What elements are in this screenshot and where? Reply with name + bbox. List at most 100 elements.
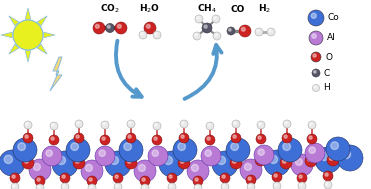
Circle shape bbox=[24, 159, 28, 163]
Circle shape bbox=[151, 153, 163, 165]
Circle shape bbox=[46, 150, 52, 156]
Circle shape bbox=[308, 10, 324, 26]
Circle shape bbox=[23, 133, 33, 143]
Circle shape bbox=[169, 175, 172, 178]
Circle shape bbox=[139, 31, 147, 39]
Circle shape bbox=[284, 135, 287, 138]
Circle shape bbox=[255, 28, 263, 36]
Circle shape bbox=[24, 121, 32, 129]
Circle shape bbox=[320, 152, 328, 160]
Circle shape bbox=[226, 138, 250, 162]
Text: CO: CO bbox=[231, 5, 245, 13]
Circle shape bbox=[152, 135, 162, 145]
Circle shape bbox=[227, 27, 235, 35]
Circle shape bbox=[207, 137, 210, 140]
Circle shape bbox=[102, 137, 105, 140]
Circle shape bbox=[323, 171, 333, 181]
Circle shape bbox=[180, 159, 184, 163]
Circle shape bbox=[95, 24, 99, 28]
Circle shape bbox=[26, 123, 28, 125]
Circle shape bbox=[295, 158, 302, 165]
Circle shape bbox=[62, 175, 65, 178]
Circle shape bbox=[153, 155, 157, 159]
Polygon shape bbox=[25, 8, 31, 19]
Circle shape bbox=[178, 143, 186, 150]
Circle shape bbox=[231, 133, 241, 143]
Circle shape bbox=[213, 32, 221, 40]
Circle shape bbox=[273, 182, 281, 189]
Circle shape bbox=[142, 178, 145, 181]
Circle shape bbox=[298, 182, 306, 189]
Circle shape bbox=[194, 184, 202, 189]
Circle shape bbox=[307, 134, 317, 144]
Circle shape bbox=[154, 137, 157, 140]
Circle shape bbox=[337, 145, 363, 171]
Circle shape bbox=[99, 150, 105, 156]
Circle shape bbox=[37, 178, 40, 181]
Circle shape bbox=[52, 151, 78, 177]
Text: H$_2$O: H$_2$O bbox=[139, 3, 161, 15]
Text: Al: Al bbox=[327, 33, 336, 43]
Circle shape bbox=[61, 183, 69, 189]
Circle shape bbox=[312, 69, 320, 77]
Circle shape bbox=[90, 186, 92, 188]
Circle shape bbox=[315, 147, 341, 173]
Polygon shape bbox=[37, 16, 47, 26]
Circle shape bbox=[141, 184, 149, 189]
Circle shape bbox=[283, 143, 290, 150]
Circle shape bbox=[116, 185, 118, 187]
Circle shape bbox=[37, 186, 40, 188]
Circle shape bbox=[114, 183, 122, 189]
Circle shape bbox=[119, 138, 143, 162]
Circle shape bbox=[217, 156, 226, 164]
Circle shape bbox=[257, 121, 265, 129]
Circle shape bbox=[89, 178, 92, 181]
Circle shape bbox=[309, 31, 323, 45]
Polygon shape bbox=[44, 32, 55, 38]
Circle shape bbox=[285, 122, 287, 124]
Polygon shape bbox=[9, 16, 19, 26]
Circle shape bbox=[155, 124, 157, 126]
Circle shape bbox=[291, 154, 313, 176]
Circle shape bbox=[115, 22, 127, 34]
Circle shape bbox=[231, 143, 239, 150]
Circle shape bbox=[127, 159, 131, 163]
Circle shape bbox=[206, 122, 214, 130]
Circle shape bbox=[305, 155, 317, 167]
Circle shape bbox=[329, 156, 333, 160]
Circle shape bbox=[127, 120, 135, 128]
Circle shape bbox=[269, 30, 271, 32]
Circle shape bbox=[47, 153, 59, 165]
Circle shape bbox=[191, 164, 198, 171]
Circle shape bbox=[312, 84, 319, 91]
Circle shape bbox=[205, 150, 211, 156]
Circle shape bbox=[326, 137, 350, 161]
Text: CH$_4$: CH$_4$ bbox=[197, 3, 217, 15]
Circle shape bbox=[87, 176, 97, 186]
Circle shape bbox=[313, 54, 316, 57]
Circle shape bbox=[257, 30, 259, 32]
Circle shape bbox=[212, 15, 220, 23]
Circle shape bbox=[220, 173, 230, 183]
Text: H$_2$: H$_2$ bbox=[259, 3, 272, 15]
Circle shape bbox=[18, 143, 26, 150]
Circle shape bbox=[51, 137, 54, 140]
Circle shape bbox=[214, 17, 216, 19]
Circle shape bbox=[223, 185, 225, 187]
Circle shape bbox=[13, 20, 43, 50]
Circle shape bbox=[33, 163, 40, 170]
Circle shape bbox=[179, 133, 189, 143]
Circle shape bbox=[52, 124, 54, 126]
Circle shape bbox=[85, 164, 92, 171]
Circle shape bbox=[229, 29, 231, 31]
Circle shape bbox=[99, 153, 111, 165]
Circle shape bbox=[311, 52, 321, 62]
Circle shape bbox=[232, 120, 240, 128]
Circle shape bbox=[105, 23, 115, 33]
Circle shape bbox=[230, 157, 242, 169]
Circle shape bbox=[204, 25, 207, 28]
Circle shape bbox=[167, 173, 177, 183]
Circle shape bbox=[249, 185, 251, 187]
Circle shape bbox=[101, 155, 105, 159]
Circle shape bbox=[42, 146, 62, 166]
